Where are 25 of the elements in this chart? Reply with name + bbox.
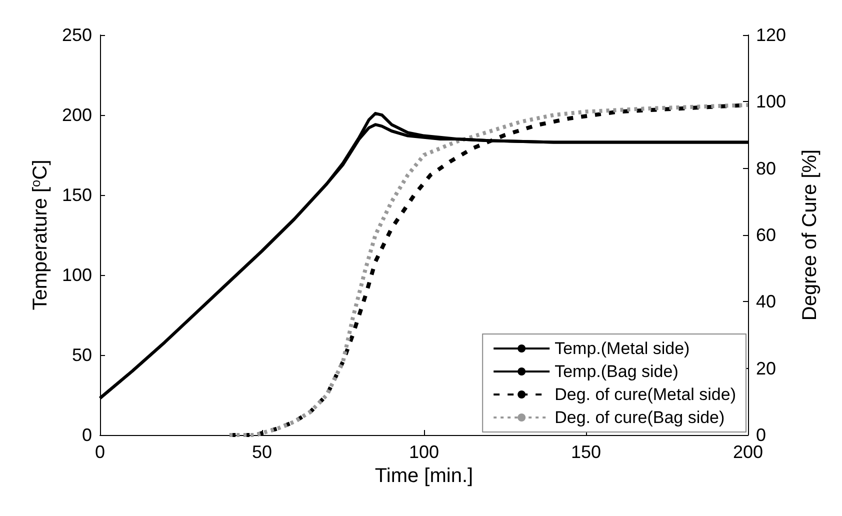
y2-tick-label: 100 — [756, 92, 786, 112]
x-tick-label: 200 — [732, 442, 764, 462]
x-tick-label: 50 — [252, 442, 272, 462]
y-tick-label: 100 — [62, 265, 92, 285]
y-tick-label: 250 — [62, 25, 92, 45]
y2-tick-label: 80 — [756, 158, 776, 178]
y2-tick-label: 0 — [756, 425, 766, 445]
y2-tick-label: 60 — [756, 225, 776, 245]
x-tick-label: 150 — [570, 442, 602, 462]
y2-axis-title: Degree of Cure [%] — [799, 149, 821, 321]
y-tick-label: 200 — [62, 105, 92, 125]
y-tick-label: 150 — [62, 185, 92, 205]
x-tick-label: 0 — [94, 442, 106, 462]
legend-label: Temp.(Metal side) — [554, 339, 690, 358]
y-axis-title: Temperature [oC] — [28, 160, 52, 310]
y-tick-label: 50 — [72, 345, 92, 365]
y-tick-label: 0 — [82, 425, 92, 445]
x-axis-title: Time [min.] — [374, 464, 474, 487]
legend-label: Deg. of cure(Metal side) — [554, 385, 736, 404]
y2-tick-label: 120 — [756, 25, 786, 45]
y2-tick-label: 40 — [756, 292, 776, 312]
legend-label: Deg. of cure(Bag side) — [554, 408, 725, 427]
x-tick-label: 100 — [408, 442, 440, 462]
legend-label: Temp.(Bag side) — [554, 362, 678, 381]
y2-tick-label: 20 — [756, 358, 776, 378]
